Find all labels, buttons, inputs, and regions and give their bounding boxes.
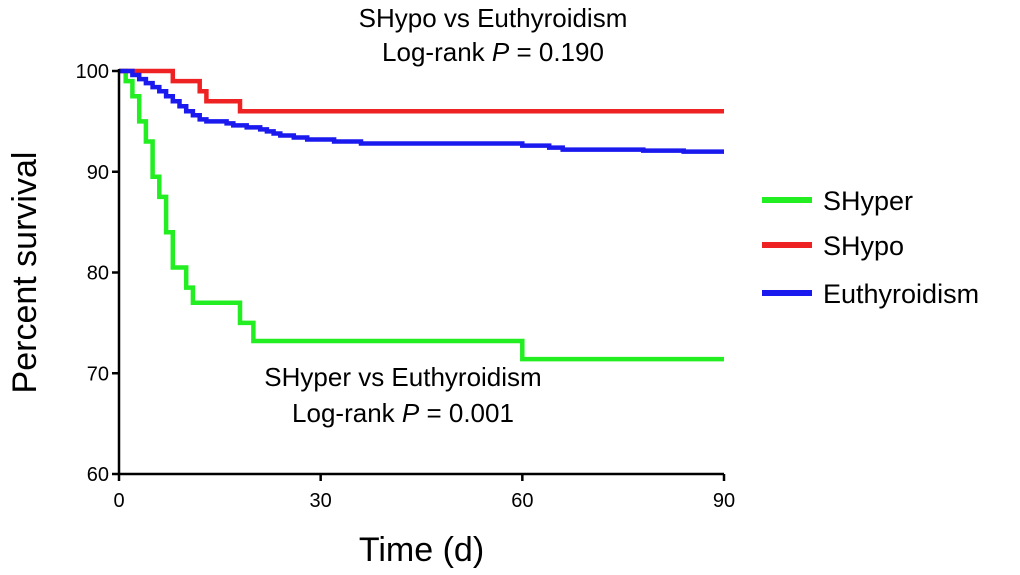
y-axis-title: Percent survival bbox=[6, 152, 44, 394]
series-line-shyper bbox=[119, 68, 724, 362]
pvalue-symbol: P bbox=[492, 37, 510, 67]
legend-label-shypo: SHypo bbox=[823, 231, 904, 261]
series-line-shypo bbox=[119, 68, 724, 114]
legend-item-shypo: SHypo bbox=[762, 231, 904, 261]
pvalue-symbol: P bbox=[402, 398, 420, 428]
x-tick-label: 60 bbox=[511, 490, 533, 512]
annotation-shyper: SHyper vs Euthyroidism Log-rank P = 0.001 bbox=[264, 362, 541, 428]
pvalue-prefix: Log-rank bbox=[292, 398, 402, 428]
series-layer bbox=[119, 68, 724, 362]
y-tick-label: 90 bbox=[87, 162, 109, 184]
annotation-shypo-pvalue: Log-rank P = 0.190 bbox=[382, 37, 604, 67]
axes-layer bbox=[112, 69, 726, 481]
legend-item-euthyroidism: Euthyroidism bbox=[762, 279, 979, 309]
annotation-shyper-pvalue: Log-rank P = 0.001 bbox=[292, 398, 514, 428]
x-axis-title: Time (d) bbox=[359, 531, 484, 569]
pvalue-value: = 0.190 bbox=[509, 37, 604, 67]
legend-label-euthyroidism: Euthyroidism bbox=[823, 279, 979, 309]
series-line-euthyroidism bbox=[119, 68, 724, 154]
annotation-shypo: SHypo vs Euthyroidism Log-rank P = 0.190 bbox=[359, 3, 628, 67]
x-tick-label: 90 bbox=[713, 490, 735, 512]
x-tick-label: 30 bbox=[310, 490, 332, 512]
legend-item-shyper: SHyper bbox=[762, 186, 913, 216]
labels-layer: 60 70 80 90 100 0 30 60 90 Time (d) Percent surviv… bbox=[6, 3, 979, 569]
y-tick-label: 70 bbox=[87, 363, 109, 385]
pvalue-prefix: Log-rank bbox=[382, 37, 492, 67]
annotation-shypo-title: SHypo vs Euthyroidism bbox=[359, 3, 628, 33]
y-tick-label: 100 bbox=[76, 61, 109, 83]
annotation-shyper-title: SHyper vs Euthyroidism bbox=[264, 362, 541, 392]
pvalue-value: = 0.001 bbox=[419, 398, 514, 428]
x-tick-label: 0 bbox=[113, 490, 124, 512]
legend-label-shyper: SHyper bbox=[823, 186, 913, 216]
y-tick-label: 60 bbox=[87, 464, 109, 486]
y-tick-label: 80 bbox=[87, 263, 109, 285]
